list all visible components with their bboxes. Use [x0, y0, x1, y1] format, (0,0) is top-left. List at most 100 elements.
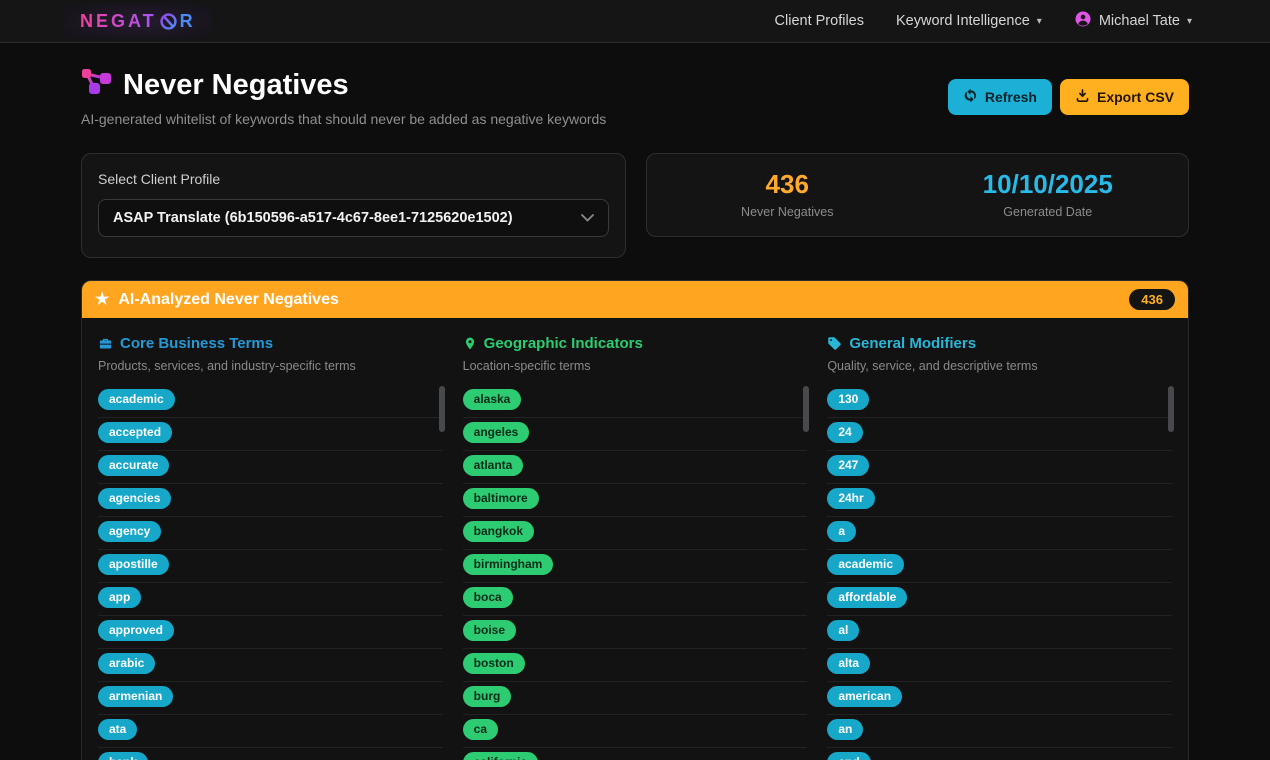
caret-down-icon: ▾ [1187, 16, 1192, 27]
keyword-row: affordable [827, 583, 1172, 616]
client-profile-select[interactable]: ASAP Translate (6b150596-a517-4c67-8ee1-… [98, 199, 609, 237]
keyword-pill: 247 [827, 455, 869, 476]
keyword-pill: approved [98, 620, 174, 641]
refresh-button[interactable]: Refresh [948, 79, 1052, 115]
selected-profile: ASAP Translate (6b150596-a517-4c67-8ee1-… [113, 210, 513, 226]
keyword-row: apostille [98, 550, 443, 583]
keyword-pill: arabic [98, 653, 155, 674]
keyword-list[interactable]: alaska angeles atlanta baltimore bangkok birm… [463, 385, 808, 760]
column-subtitle: Products, services, and industry-specifi… [98, 359, 443, 373]
scrollbar-thumb[interactable] [439, 386, 445, 432]
keyword-row: burg [463, 682, 808, 715]
keyword-pill: bangkok [463, 521, 534, 542]
keyword-pill: american [827, 686, 902, 707]
nav-client-profiles[interactable]: Client Profiles [775, 13, 864, 29]
keyword-column: Core Business Terms Products, services, … [98, 335, 443, 760]
keyword-row: accurate [98, 451, 443, 484]
column-subtitle: Location-specific terms [463, 359, 808, 373]
stat-label: Never Negatives [657, 205, 918, 219]
keyword-row: atlanta [463, 451, 808, 484]
keyword-pill: ca [463, 719, 498, 740]
keyword-pill: apostille [98, 554, 169, 575]
export-csv-button[interactable]: Export CSV [1060, 79, 1189, 115]
sitemap-icon [81, 67, 113, 103]
keyword-pill: agency [98, 521, 161, 542]
keyword-row: ata [98, 715, 443, 748]
no-symbol-icon [158, 12, 179, 31]
keyword-pill: 130 [827, 389, 869, 410]
client-profile-card: Select Client Profile ASAP Translate (6b… [81, 153, 626, 258]
keyword-pill: app [98, 587, 141, 608]
keyword-pill: accurate [98, 455, 169, 476]
scrollbar-thumb[interactable] [1168, 386, 1174, 432]
keyword-row: bangkok [463, 517, 808, 550]
keyword-pill: angeles [463, 422, 530, 443]
keyword-row: bank [98, 748, 443, 760]
keyword-row: boca [463, 583, 808, 616]
briefcase-icon [98, 336, 113, 351]
refresh-icon [963, 88, 978, 106]
keyword-column: General Modifiers Quality, service, and … [827, 335, 1172, 760]
keyword-row: baltimore [463, 484, 808, 517]
star-icon: ★ [95, 292, 109, 308]
keyword-row: a [827, 517, 1172, 550]
keyword-row: angeles [463, 418, 808, 451]
keyword-row: an [827, 715, 1172, 748]
keyword-pill: ata [98, 719, 137, 740]
keyword-row: ca [463, 715, 808, 748]
keyword-row: 247 [827, 451, 1172, 484]
logo-text-left: NEGAT [80, 11, 157, 32]
keyword-pill: california [463, 752, 538, 760]
stat-value: 436 [657, 169, 918, 200]
user-menu[interactable]: Michael Tate ▾ [1074, 10, 1192, 32]
scrollbar-thumb[interactable] [803, 386, 809, 432]
keyword-row: academic [98, 385, 443, 418]
column-title: General Modifiers [827, 335, 1172, 352]
keyword-pill: 24hr [827, 488, 874, 509]
app-logo[interactable]: NEGAT R [64, 4, 212, 39]
keyword-list[interactable]: academic accepted accurate agencies agency ap… [98, 385, 443, 760]
keyword-row: armenian [98, 682, 443, 715]
keyword-pill: a [827, 521, 856, 542]
user-name: Michael Tate [1099, 13, 1180, 29]
stat: 10/10/2025 Generated Date [918, 169, 1179, 219]
stats-card: 436 Never Negatives 10/10/2025 Generated… [646, 153, 1189, 237]
keyword-row: 130 [827, 385, 1172, 418]
keyword-pill: affordable [827, 587, 907, 608]
keyword-row: app [98, 583, 443, 616]
stat-label: Generated Date [918, 205, 1179, 219]
keyword-row: boston [463, 649, 808, 682]
keyword-row: american [827, 682, 1172, 715]
keyword-row: boise [463, 616, 808, 649]
caret-down-icon: ▾ [1037, 16, 1042, 27]
keyword-row: alta [827, 649, 1172, 682]
results-panel-title: AI-Analyzed Never Negatives [118, 291, 339, 309]
stat-value: 10/10/2025 [918, 169, 1179, 200]
keyword-row: al [827, 616, 1172, 649]
chevron-down-icon [581, 210, 594, 226]
keyword-pill: accepted [98, 422, 172, 443]
keyword-pill: al [827, 620, 859, 641]
keyword-list[interactable]: 130 24 247 24hr a academic affordable al alta ame… [827, 385, 1172, 760]
keyword-pill: baltimore [463, 488, 539, 509]
keyword-pill: agencies [98, 488, 171, 509]
results-panel: ★ AI-Analyzed Never Negatives 436 Core B… [81, 280, 1189, 760]
results-panel-header: ★ AI-Analyzed Never Negatives 436 [82, 281, 1188, 318]
keyword-pill: boise [463, 620, 516, 641]
keyword-row: and [827, 748, 1172, 760]
keyword-pill: 24 [827, 422, 862, 443]
logo-text-right: R [180, 11, 196, 32]
keyword-row: academic [827, 550, 1172, 583]
column-title: Core Business Terms [98, 335, 443, 352]
keyword-row: birmingham [463, 550, 808, 583]
tags-icon [827, 336, 842, 351]
column-subtitle: Quality, service, and descriptive terms [827, 359, 1172, 373]
keyword-pill: alta [827, 653, 870, 674]
keyword-row: agency [98, 517, 443, 550]
nav-keyword-intelligence[interactable]: Keyword Intelligence ▾ [896, 13, 1042, 29]
stat: 436 Never Negatives [657, 169, 918, 219]
keyword-pill: armenian [98, 686, 173, 707]
keyword-pill: alaska [463, 389, 522, 410]
keyword-row: 24 [827, 418, 1172, 451]
page-title: Never Negatives [81, 67, 606, 103]
